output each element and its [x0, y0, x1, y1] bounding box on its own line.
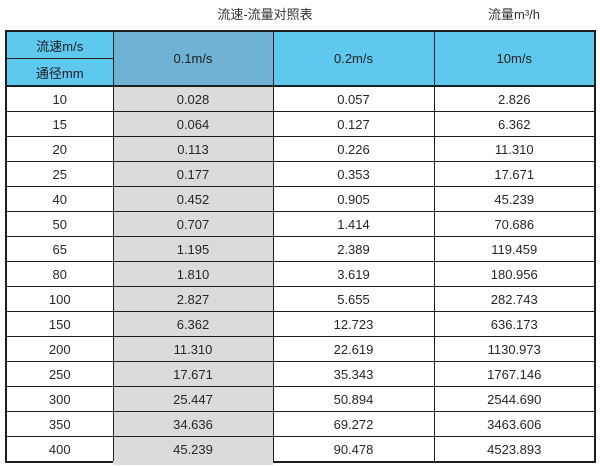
- cell-10ms: 119.459: [433, 236, 596, 262]
- cell-diameter: 10: [5, 85, 114, 112]
- cell-0.2ms: 2.389: [272, 236, 435, 262]
- cell-10ms: 11.310: [433, 136, 596, 162]
- cell-0.1ms: 6.362: [112, 311, 274, 337]
- cell-diameter: 65: [5, 236, 114, 262]
- cell-0.1ms: 17.671: [112, 361, 274, 387]
- cell-0.2ms: 0.226: [272, 136, 435, 162]
- table-row: 20 0.113 0.226 11.310: [5, 136, 596, 162]
- cell-10ms: 45.239: [433, 186, 596, 212]
- table-row: 10 0.028 0.057 2.826: [5, 85, 596, 112]
- table-row: 50 0.707 1.414 70.686: [5, 211, 596, 237]
- table-row: 80 1.810 3.619 180.956: [5, 261, 596, 287]
- cell-0.1ms: 0.452: [112, 186, 274, 212]
- cell-0.2ms: 50.894: [272, 386, 435, 412]
- cell-10ms: 1130.973: [433, 336, 596, 362]
- cell-diameter: 200: [5, 336, 114, 362]
- cell-diameter: 20: [5, 136, 114, 162]
- cell-10ms: 2544.690: [433, 386, 596, 412]
- header-velocity-label: 流速m/s: [5, 30, 114, 59]
- cell-0.1ms: 0.113: [112, 136, 274, 162]
- cell-0.2ms: 0.905: [272, 186, 435, 212]
- cell-10ms: 1767.146: [433, 361, 596, 387]
- cell-0.2ms: 5.655: [272, 286, 435, 312]
- header-diameter-label: 通径mm: [5, 58, 114, 87]
- flow-rate-table: 流速m/s 0.1m/s 0.2m/s 10m/s 通径mm 10 0.028 0.…: [5, 30, 596, 463]
- cell-diameter: 150: [5, 311, 114, 337]
- cell-0.2ms: 22.619: [272, 336, 435, 362]
- header-col-0.1ms: 0.1m/s: [112, 30, 274, 87]
- cell-10ms: 2.826: [433, 85, 596, 112]
- table-row: 100 2.827 5.655 282.743: [5, 286, 596, 312]
- cell-10ms: 6.362: [433, 111, 596, 137]
- cell-0.1ms: 0.707: [112, 211, 274, 237]
- cell-diameter: 15: [5, 111, 114, 137]
- table-row: 200 11.310 22.619 1130.973: [5, 336, 596, 362]
- table-row: 40 0.452 0.905 45.239: [5, 186, 596, 212]
- cell-10ms: 17.671: [433, 161, 596, 187]
- cell-diameter: 50: [5, 211, 114, 237]
- cell-diameter: 400: [5, 436, 114, 463]
- cell-10ms: 636.173: [433, 311, 596, 337]
- cell-0.1ms: 11.310: [112, 336, 274, 362]
- cell-0.2ms: 90.478: [272, 436, 435, 463]
- table-header: 流速m/s 0.1m/s 0.2m/s 10m/s 通径mm: [5, 30, 596, 87]
- cell-0.1ms: 1.810: [112, 261, 274, 287]
- table-row: 15 0.064 0.127 6.362: [5, 111, 596, 137]
- cell-0.2ms: 3.619: [272, 261, 435, 287]
- table-row: 65 1.195 2.389 119.459: [5, 236, 596, 262]
- cell-10ms: 3463.606: [433, 411, 596, 437]
- table-row: 300 25.447 50.894 2544.690: [5, 386, 596, 412]
- cell-0.2ms: 1.414: [272, 211, 435, 237]
- table-row: 350 34.636 69.272 3463.606: [5, 411, 596, 437]
- gray-column-overhang: [113, 461, 273, 465]
- cell-0.1ms: 2.827: [112, 286, 274, 312]
- cell-10ms: 282.743: [433, 286, 596, 312]
- cell-0.1ms: 45.239: [112, 436, 274, 463]
- cell-0.2ms: 12.723: [272, 311, 435, 337]
- cell-0.1ms: 0.064: [112, 111, 274, 137]
- cell-0.1ms: 34.636: [112, 411, 274, 437]
- cell-0.2ms: 0.353: [272, 161, 435, 187]
- header-col-0.2ms: 0.2m/s: [272, 30, 435, 87]
- cell-diameter: 100: [5, 286, 114, 312]
- table-body: 10 0.028 0.057 2.826 15 0.064 0.127 6.362 20 0.11…: [5, 85, 596, 463]
- cell-0.2ms: 35.343: [272, 361, 435, 387]
- table-row: 400 45.239 90.478 4523.893: [5, 436, 596, 463]
- page-title: 流速-流量对照表: [217, 7, 313, 22]
- cell-10ms: 4523.893: [433, 436, 596, 463]
- cell-diameter: 350: [5, 411, 114, 437]
- cell-0.2ms: 0.127: [272, 111, 435, 137]
- cell-diameter: 300: [5, 386, 114, 412]
- flow-unit-label: 流量m³/h: [488, 7, 541, 22]
- cell-diameter: 80: [5, 261, 114, 287]
- table-row: 25 0.177 0.353 17.671: [5, 161, 596, 187]
- cell-diameter: 250: [5, 361, 114, 387]
- cell-10ms: 180.956: [433, 261, 596, 287]
- cell-0.1ms: 0.177: [112, 161, 274, 187]
- header-col-10ms: 10m/s: [433, 30, 596, 87]
- cell-10ms: 70.686: [433, 211, 596, 237]
- cell-0.2ms: 69.272: [272, 411, 435, 437]
- cell-0.1ms: 0.028: [112, 85, 274, 112]
- cell-diameter: 40: [5, 186, 114, 212]
- table-row: 250 17.671 35.343 1767.146: [5, 361, 596, 387]
- cell-0.1ms: 1.195: [112, 236, 274, 262]
- cell-diameter: 25: [5, 161, 114, 187]
- table-row: 150 6.362 12.723 636.173: [5, 311, 596, 337]
- cell-0.1ms: 25.447: [112, 386, 274, 412]
- cell-0.2ms: 0.057: [272, 85, 435, 112]
